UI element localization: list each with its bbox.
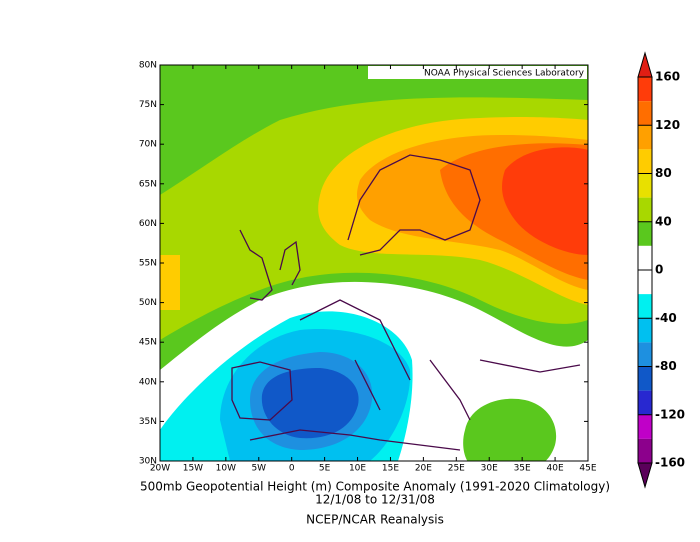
coastlines — [231, 154, 581, 451]
colorbar-band — [638, 318, 652, 343]
colorbar-band — [638, 149, 652, 174]
contour-dark-blue — [261, 368, 359, 439]
colorbar-band — [638, 245, 652, 270]
lon-label: 45E — [579, 464, 596, 474]
lon-label: 40E — [547, 464, 564, 474]
lon-label: 15W — [183, 464, 203, 474]
lon-label: 35E — [514, 464, 531, 474]
lon-label: 20E — [415, 464, 432, 474]
colorbar-label: 80 — [655, 166, 672, 180]
credit-box — [368, 66, 587, 79]
colorbar-label: -120 — [655, 407, 685, 421]
colorbar-band — [638, 77, 652, 102]
colorbar-band — [638, 101, 652, 126]
colorbar-label: -40 — [655, 311, 677, 325]
colorbar-label: -160 — [655, 456, 685, 470]
lon-label: 30E — [481, 464, 498, 474]
colorbar-band — [638, 414, 652, 439]
colorbar-band — [638, 294, 652, 319]
colorbar-band — [638, 390, 652, 415]
lon-label: 5E — [319, 464, 331, 474]
colorbar-triangle — [637, 462, 653, 489]
contour-yellow-west — [160, 255, 180, 310]
colorbar-label: 40 — [655, 214, 672, 228]
lat-label: 55N — [139, 259, 157, 269]
lon-label: 15E — [382, 464, 399, 474]
colorbar-triangle — [637, 51, 653, 78]
colorbar-band — [638, 197, 652, 222]
colorbar-label: 0 — [655, 263, 663, 277]
lat-label: 65N — [139, 179, 157, 189]
lat-label: 30N — [139, 457, 157, 467]
lat-label: 60N — [139, 219, 157, 229]
caption-title: 500mb Geopotential Height (m) Composite … — [140, 480, 610, 494]
lon-label: 0 — [289, 464, 295, 474]
lat-label: 50N — [139, 298, 157, 308]
caption-dates: 12/1/08 to 12/31/08 — [315, 493, 435, 507]
lon-label: 10E — [349, 464, 366, 474]
colorbar-label: 160 — [655, 70, 680, 84]
lat-label: 70N — [139, 140, 157, 150]
caption-source: NCEP/NCAR Reanalysis — [306, 513, 444, 527]
colorbar-band — [638, 366, 652, 391]
colorbar-band — [638, 125, 652, 150]
colorbar-label: -80 — [655, 359, 677, 373]
credit: NOAA Physical Sciences Laboratory — [424, 69, 585, 79]
contour-red — [502, 147, 588, 255]
lat-label: 80N — [139, 61, 157, 71]
map-fields — [160, 65, 588, 461]
lat-label: 40N — [139, 377, 157, 387]
lat-label: 45N — [139, 338, 157, 348]
lat-label: 35N — [139, 417, 157, 427]
lon-label: 10W — [216, 464, 236, 474]
lat-label: 75N — [139, 100, 157, 110]
colorbar-band — [638, 221, 652, 246]
lon-label: 20W — [150, 464, 170, 474]
colorbar-label: 120 — [655, 118, 680, 132]
lon-label: 5W — [251, 464, 266, 474]
lon-label: 25E — [448, 464, 465, 474]
colorbar-band — [638, 270, 652, 295]
contour-green-east — [463, 398, 557, 461]
colorbar-band — [638, 173, 652, 198]
colorbar-band — [638, 342, 652, 367]
colorbar-band — [638, 438, 652, 463]
